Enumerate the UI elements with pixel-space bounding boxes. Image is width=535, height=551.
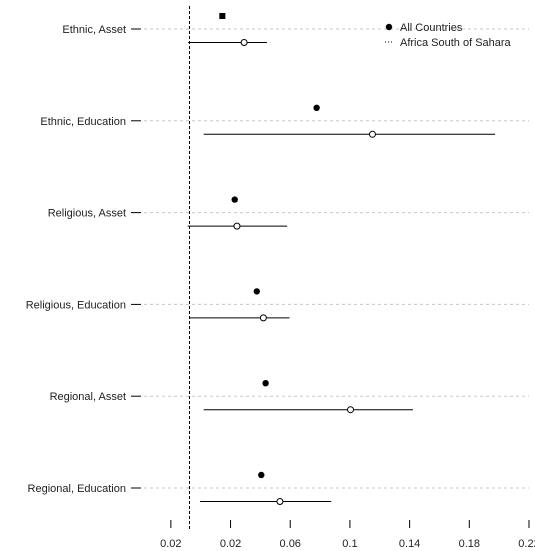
legend-label-africa: Africa South of Sahara — [400, 37, 512, 49]
y-tick-label: Religious, Education — [26, 299, 126, 311]
x-tick-label: 0.14 — [399, 538, 420, 550]
gridlines — [131, 28, 529, 489]
x-tick-label: 0.06 — [280, 538, 301, 550]
x-tick-label: 0.02 — [220, 538, 241, 550]
point-all-countries — [253, 288, 261, 295]
point-all-countries — [313, 104, 320, 112]
legend: All Countries Africa South of Sahara — [385, 22, 512, 49]
x-tick-label: 0.18 — [459, 538, 480, 550]
point-all-countries — [258, 471, 265, 479]
x-axis: 0.02 0.02 0.06 0.1 0.14 0.18 0.22 — [160, 520, 535, 550]
y-tick-label: Ethnic, Asset — [62, 24, 126, 36]
y-axis-labels: Ethnic, Asset Ethnic, Education Religious,… — [26, 24, 126, 495]
point-africa-south-of-sahara — [259, 314, 267, 322]
y-tick-label: Regional, Asset — [50, 391, 126, 403]
point-all-countries — [231, 196, 238, 203]
x-tick-label: 0.1 — [342, 538, 357, 550]
x-tick-label: 0.02 — [160, 538, 181, 550]
legend-marker-all-countries — [385, 23, 393, 31]
point-africa-south-of-sahara — [276, 498, 284, 505]
point-africa-south-of-sahara — [368, 130, 376, 138]
point-all-countries — [219, 13, 226, 19]
x-tick-label: 0.22 — [518, 538, 535, 550]
y-tick-label: Regional, Education — [28, 483, 126, 495]
chart-marks — [187, 13, 496, 505]
point-africa-south-of-sahara — [347, 406, 355, 414]
point-all-countries — [262, 380, 269, 387]
point-africa-south-of-sahara — [240, 39, 248, 46]
y-tick-label: Ethnic, Education — [40, 116, 126, 128]
y-tick-label: Religious, Asset — [48, 208, 126, 220]
legend-label-all-countries: All Countries — [400, 22, 463, 34]
point-africa-south-of-sahara — [233, 222, 241, 230]
